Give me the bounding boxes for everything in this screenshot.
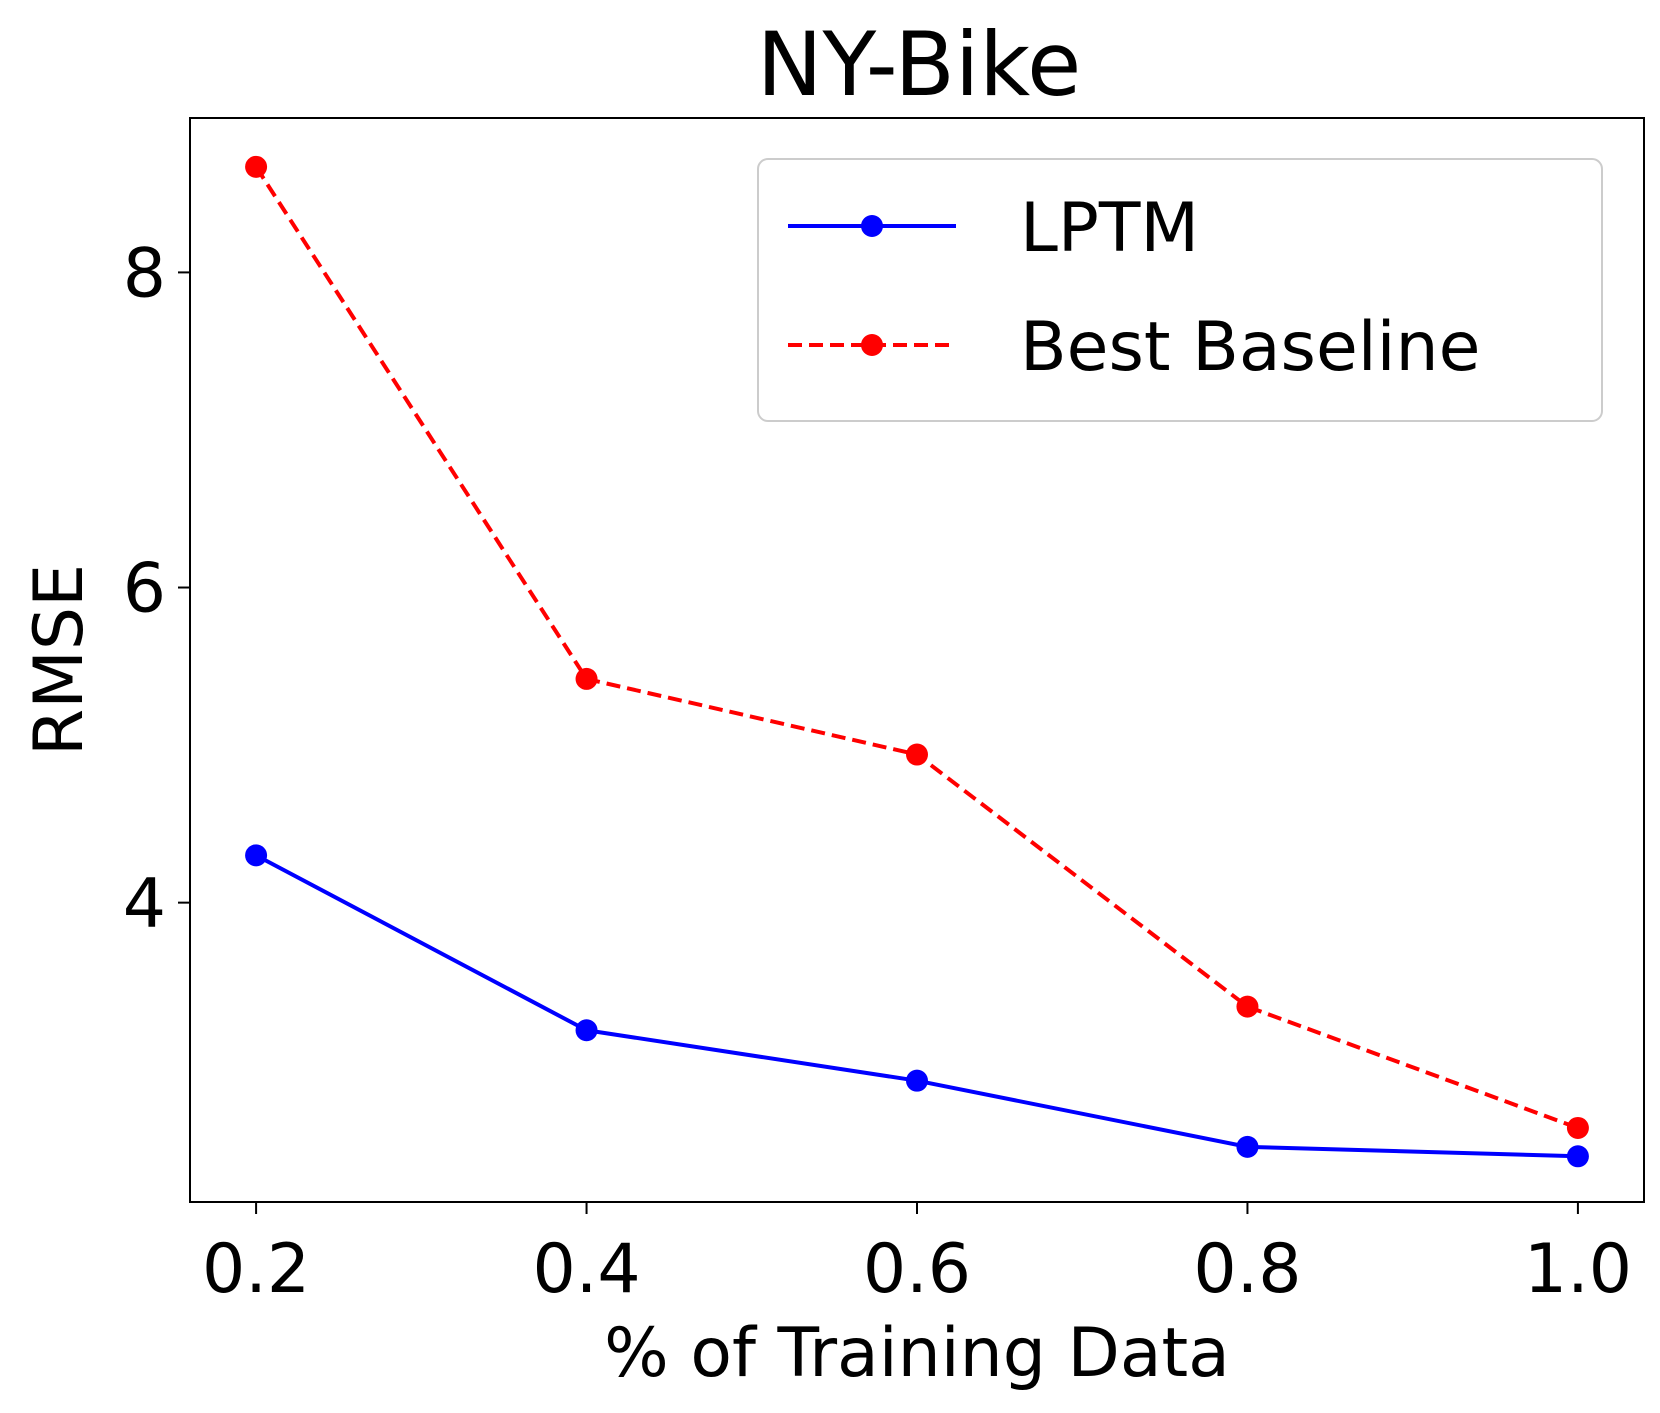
data-point-best-baseline — [245, 155, 268, 178]
x-tick-label: 1.0 — [1524, 1230, 1632, 1309]
x-tick-label: 0.6 — [863, 1230, 971, 1309]
y-tick-label: 8 — [123, 234, 166, 313]
data-point-best-baseline — [1236, 995, 1259, 1018]
x-axis: 0.2 0.4 0.6 0.8 1.0 — [202, 1202, 1632, 1309]
data-point-lptm — [1236, 1135, 1259, 1158]
y-axis: 4 6 8 — [123, 234, 190, 944]
data-point-best-baseline — [906, 743, 928, 766]
legend: LPTM Best Baseline — [757, 158, 1603, 422]
x-tick-label: 0.8 — [1193, 1230, 1301, 1309]
legend-label-best-baseline: Best Baseline — [1020, 308, 1481, 387]
legend-marker-best-baseline — [861, 334, 883, 356]
x-tick-label: 0.4 — [532, 1230, 640, 1309]
data-point-lptm — [575, 1019, 598, 1042]
x-axis-label: % of Training Data — [604, 1314, 1230, 1393]
legend-marker-lptm — [861, 215, 883, 237]
data-point-best-baseline — [1566, 1116, 1589, 1139]
y-tick-label: 4 — [123, 865, 166, 944]
legend-entries: LPTM Best Baseline — [788, 189, 1481, 387]
data-point-lptm — [245, 844, 268, 867]
legend-box — [757, 158, 1603, 422]
data-point-best-baseline — [575, 667, 598, 690]
data-point-lptm — [1566, 1145, 1589, 1168]
data-point-lptm — [906, 1069, 928, 1092]
y-tick-label: 6 — [123, 550, 166, 629]
legend-label-lptm: LPTM — [1020, 189, 1199, 268]
y-axis-label: RMSE — [20, 564, 99, 756]
series-layer — [245, 155, 1589, 1168]
x-tick-label: 0.2 — [202, 1230, 310, 1309]
chart-title: NY-Bike — [757, 13, 1082, 116]
